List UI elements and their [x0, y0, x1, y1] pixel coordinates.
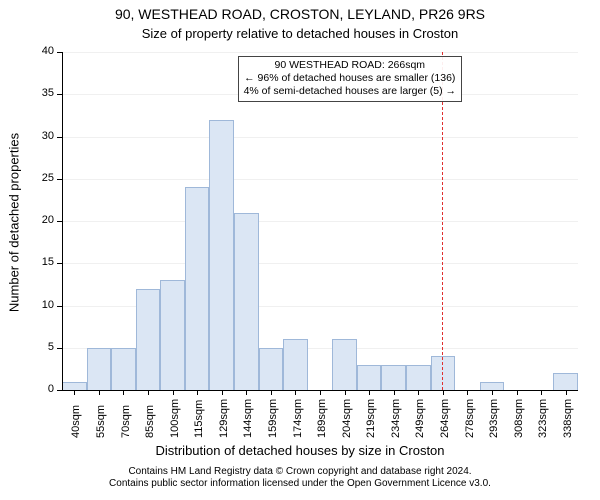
- x-tick-label: 278sqm: [464, 399, 476, 438]
- x-tick-label: 293sqm: [488, 399, 500, 438]
- y-tick-label: 35: [26, 87, 54, 99]
- bar: [381, 365, 406, 390]
- bar: [160, 280, 185, 390]
- x-tick-label: 174sqm: [292, 399, 304, 438]
- y-tick-label: 0: [26, 383, 54, 395]
- bar: [480, 382, 505, 390]
- y-axis-label: Number of detached properties: [7, 53, 22, 391]
- y-axis-spine: [62, 52, 63, 390]
- x-tick-label: 234sqm: [390, 399, 402, 438]
- x-tick-label: 338sqm: [562, 399, 574, 438]
- bar: [332, 339, 357, 390]
- x-tick-label: 189sqm: [316, 399, 328, 438]
- bar: [185, 187, 210, 390]
- bar: [283, 339, 308, 390]
- gridline: [62, 263, 578, 264]
- bar: [62, 382, 87, 390]
- bar: [259, 348, 284, 390]
- bar: [357, 365, 382, 390]
- gridline: [62, 221, 578, 222]
- x-axis-label: Distribution of detached houses by size …: [0, 443, 600, 458]
- x-tick-label: 159sqm: [267, 399, 279, 438]
- bar: [553, 373, 578, 390]
- plot-area: [62, 52, 578, 390]
- x-tick-label: 144sqm: [242, 399, 254, 438]
- figure: 90, WESTHEAD ROAD, CROSTON, LEYLAND, PR2…: [0, 0, 600, 500]
- x-axis-spine: [62, 390, 578, 391]
- gridline: [62, 52, 578, 53]
- annotation-line: 90 WESTHEAD ROAD: 266sqm: [244, 59, 456, 72]
- bar: [431, 356, 456, 390]
- x-tick-label: 40sqm: [70, 405, 82, 438]
- bar: [111, 348, 136, 390]
- y-tick-label: 25: [26, 172, 54, 184]
- bar: [406, 365, 431, 390]
- y-tick-label: 20: [26, 214, 54, 226]
- bar: [136, 289, 161, 390]
- footer-line-2: Contains public sector information licen…: [0, 478, 600, 490]
- title-main: 90, WESTHEAD ROAD, CROSTON, LEYLAND, PR2…: [0, 6, 600, 22]
- footer-attribution: Contains HM Land Registry data © Crown c…: [0, 466, 600, 490]
- gridline: [62, 137, 578, 138]
- gridline: [62, 179, 578, 180]
- annotation-line: 4% of semi-detached houses are larger (5…: [244, 85, 456, 98]
- bar: [87, 348, 112, 390]
- x-tick-label: 249sqm: [414, 399, 426, 438]
- annotation-line: ← 96% of detached houses are smaller (13…: [244, 72, 456, 85]
- footer-line-1: Contains HM Land Registry data © Crown c…: [0, 466, 600, 478]
- x-tick-label: 55sqm: [95, 405, 107, 438]
- x-tick-label: 219sqm: [365, 399, 377, 438]
- bar: [234, 213, 259, 390]
- x-tick-label: 115sqm: [193, 400, 205, 438]
- x-tick-label: 129sqm: [218, 399, 230, 438]
- bar: [209, 120, 234, 390]
- x-tick-label: 308sqm: [513, 399, 525, 438]
- y-tick-label: 15: [26, 256, 54, 268]
- y-tick-label: 10: [26, 299, 54, 311]
- x-tick-label: 204sqm: [341, 399, 353, 438]
- x-tick-label: 323sqm: [537, 399, 549, 438]
- marker-annotation: 90 WESTHEAD ROAD: 266sqm← 96% of detache…: [238, 56, 462, 102]
- y-tick-label: 40: [26, 45, 54, 57]
- y-tick-label: 5: [26, 341, 54, 353]
- x-tick-label: 264sqm: [439, 399, 451, 438]
- title-sub: Size of property relative to detached ho…: [0, 26, 600, 41]
- x-tick-label: 100sqm: [169, 399, 181, 438]
- x-tick-label: 85sqm: [144, 405, 156, 438]
- x-tick-label: 70sqm: [120, 405, 132, 438]
- y-tick-label: 30: [26, 130, 54, 142]
- marker-line: [442, 52, 443, 390]
